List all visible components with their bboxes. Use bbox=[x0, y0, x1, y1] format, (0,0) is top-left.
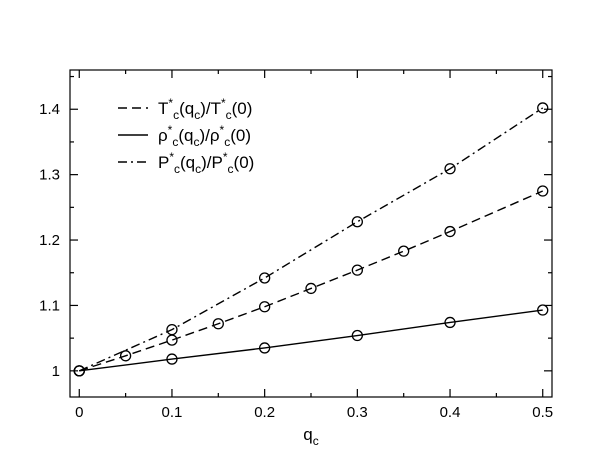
legend-label-part: (0) bbox=[234, 153, 255, 172]
legend-label-part: * bbox=[168, 123, 173, 137]
legend: T*c(qc)/T*c(0)ρ*c(qc)/ρ*c(0)P*c(qc)/P*c(… bbox=[118, 96, 254, 176]
legend-label-T: T*c(qc)/T*c(0) bbox=[158, 96, 252, 122]
data-point-T bbox=[212, 318, 224, 330]
data-point-T bbox=[119, 350, 132, 362]
series-line-rho bbox=[79, 309, 543, 372]
data-point-P bbox=[166, 323, 178, 336]
series-line-P bbox=[78, 107, 544, 372]
y-tick-label: 1.2 bbox=[39, 232, 60, 249]
legend-label-part: * bbox=[220, 123, 225, 137]
series-layer bbox=[73, 102, 549, 377]
data-point-T bbox=[444, 225, 456, 238]
data-point-T bbox=[351, 264, 363, 276]
data-point-P bbox=[444, 163, 456, 175]
data-point-T bbox=[166, 334, 178, 346]
data-point-rho bbox=[259, 342, 271, 354]
legend-label-part: (0) bbox=[232, 99, 253, 118]
data-point-P bbox=[351, 216, 363, 228]
data-point-rho bbox=[444, 316, 456, 329]
x-axis-label-main: q bbox=[303, 425, 312, 444]
y-tick-label: 1.3 bbox=[39, 167, 60, 184]
legend-label-part: c bbox=[195, 162, 201, 176]
x-tick-label: 0.3 bbox=[347, 404, 368, 421]
legend-label-part: c bbox=[194, 108, 200, 122]
legend-label-rho: ρ*c(qc)/ρ*c(0) bbox=[158, 123, 251, 149]
data-point-P bbox=[73, 365, 85, 377]
legend-label-part: c bbox=[226, 108, 232, 122]
x-tick-label: 0.4 bbox=[440, 404, 461, 421]
legend-label-part: * bbox=[168, 96, 173, 110]
legend-label-part: c bbox=[224, 135, 230, 149]
x-tick-label: 0.5 bbox=[532, 404, 553, 421]
x-axis-ticks: 0 0.1 0.2 0.3 0.4 0.5 bbox=[75, 70, 553, 421]
legend-label-part: ρ bbox=[158, 126, 168, 145]
data-point-P bbox=[537, 102, 549, 114]
legend-label-part: (q bbox=[178, 126, 193, 145]
legend-label-part: c bbox=[193, 135, 199, 149]
legend-label-part: P bbox=[158, 153, 169, 172]
series-line-T bbox=[79, 190, 544, 372]
data-point-T bbox=[305, 282, 317, 295]
legend-label-part: * bbox=[169, 150, 174, 164]
data-point-T bbox=[259, 301, 271, 313]
legend-label-part: * bbox=[221, 96, 226, 110]
x-tick-label: 0.1 bbox=[162, 404, 183, 421]
x-tick-label: 0.2 bbox=[254, 404, 275, 421]
legend-label-part: (0) bbox=[230, 126, 251, 145]
data-point-P bbox=[259, 272, 271, 284]
y-axis-ticks: 1 1.1 1.2 1.3 1.4 bbox=[39, 75, 552, 380]
legend-label-part: c bbox=[174, 162, 180, 176]
x-axis-label-subscript: c bbox=[313, 434, 319, 448]
legend-label-part: * bbox=[223, 150, 228, 164]
y-tick-label: 1 bbox=[52, 363, 60, 380]
legend-label-part: T bbox=[158, 99, 168, 118]
legend-label-part: c bbox=[173, 108, 179, 122]
legend-label-part: c bbox=[172, 135, 178, 149]
legend-label-part: )/T bbox=[200, 99, 221, 118]
data-point-T bbox=[398, 245, 410, 257]
legend-label-part: )/P bbox=[201, 153, 223, 172]
y-tick-label: 1.4 bbox=[39, 101, 60, 118]
data-point-rho bbox=[351, 329, 363, 342]
data-point-rho bbox=[166, 353, 178, 365]
plot-area-frame bbox=[69, 69, 553, 398]
y-tick-label: 1.1 bbox=[39, 297, 60, 314]
legend-label-part: (q bbox=[179, 99, 194, 118]
x-axis-label: qc bbox=[303, 425, 318, 448]
legend-label-part: )/ρ bbox=[199, 126, 219, 145]
legend-label-part: (q bbox=[180, 153, 195, 172]
data-point-rho bbox=[537, 304, 549, 316]
legend-label-P: P*c(qc)/P*c(0) bbox=[158, 150, 254, 176]
legend-label-part: c bbox=[228, 162, 234, 176]
data-point-T bbox=[537, 185, 549, 197]
x-tick-label: 0 bbox=[75, 404, 83, 421]
